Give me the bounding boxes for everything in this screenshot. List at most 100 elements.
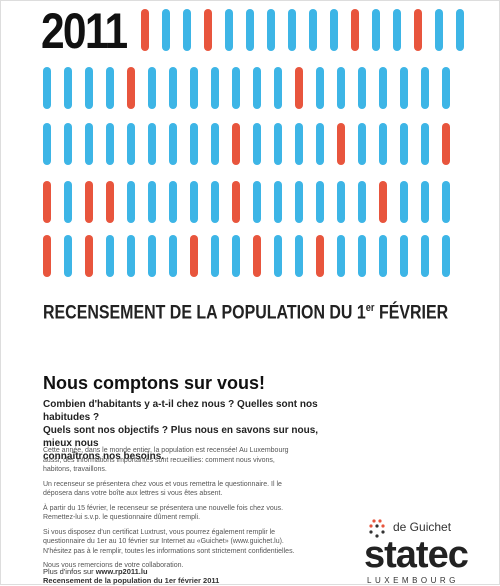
bar-shape	[295, 181, 303, 223]
bar-shape	[190, 67, 198, 109]
bar-shape	[253, 181, 261, 223]
bar-shape	[85, 123, 93, 165]
bar-shape	[127, 181, 135, 223]
bar-shape	[106, 235, 114, 277]
headline-sup: er	[365, 302, 375, 314]
paragraph: Si vous disposez d'un certificat Luxtrus…	[43, 528, 295, 555]
bar-shape	[295, 235, 303, 277]
footer: Plus d'infos sur www.rp2011.lu Recenseme…	[43, 567, 219, 585]
bar-shape	[421, 181, 429, 223]
bar-shape	[43, 123, 51, 165]
bar-shape	[400, 123, 408, 165]
paragraphs: Cette année, dans le monde entier, la po…	[43, 446, 305, 576]
bar-shape	[127, 235, 135, 277]
bar-shape	[148, 235, 156, 277]
bar-shape	[64, 123, 72, 165]
bar-shape	[442, 235, 450, 277]
info-url[interactable]: www.rp2011.lu	[95, 567, 148, 576]
bar-shape	[351, 9, 359, 51]
bar-shape	[379, 67, 387, 109]
bar-shape	[379, 181, 387, 223]
bar-shape	[358, 235, 366, 277]
bar-shape	[106, 67, 114, 109]
guichet-logo: de Guichet	[393, 520, 452, 534]
bar-shape	[211, 181, 219, 223]
headline-main: RECENSEMENT DE LA POPULATION DU 1	[43, 302, 366, 324]
bar-shape	[379, 235, 387, 277]
bar-shape	[204, 9, 212, 51]
bar-shape	[253, 235, 261, 277]
questions: Combien d'habitants y a-t-il chez nous ?…	[43, 398, 333, 463]
bar-shape	[400, 181, 408, 223]
bar-shape	[442, 181, 450, 223]
bar-shape	[190, 235, 198, 277]
call: Nous comptons sur vous!	[43, 373, 266, 393]
bar-shape	[169, 181, 177, 223]
bar-shape	[309, 9, 317, 51]
bar-shape	[358, 67, 366, 109]
question-line: Combien d'habitants y a-t-il chez nous ?…	[43, 399, 318, 423]
bar-shape	[456, 9, 464, 51]
bar-shape	[183, 9, 191, 51]
bar-shape	[358, 123, 366, 165]
headline-end: FÉVRIER	[378, 302, 449, 324]
paragraph: Cette année, dans le monde entier, la po…	[43, 447, 289, 473]
bar-shape	[85, 235, 93, 277]
bar-shape	[330, 9, 338, 51]
bar-shape	[316, 67, 324, 109]
bar-shape	[400, 235, 408, 277]
bar-shape	[211, 235, 219, 277]
bar-shape	[85, 67, 93, 109]
bar-shape	[232, 123, 240, 165]
bar-shape	[64, 235, 72, 277]
bar-shape	[169, 235, 177, 277]
bar-shape	[148, 67, 156, 109]
bar-shape	[64, 181, 72, 223]
bar-shape	[288, 9, 296, 51]
bar-shape	[148, 181, 156, 223]
paragraph: À partir du 15 février, le recenseur se …	[43, 504, 284, 522]
bar-shape	[316, 123, 324, 165]
bar-shape	[232, 67, 240, 109]
bar-shape	[400, 67, 408, 109]
bar-shape	[211, 123, 219, 165]
bar-shape	[127, 67, 135, 109]
bar-shape	[190, 181, 198, 223]
bar-shape	[337, 123, 345, 165]
bar-shape	[295, 123, 303, 165]
question-line: Quels sont nos objectifs ? Plus nous en …	[43, 425, 319, 449]
footer-caption: Recensement de la population du 1er févr…	[43, 576, 220, 585]
bar-shape	[106, 181, 114, 223]
bar-shape	[337, 235, 345, 277]
bar-shape	[435, 9, 443, 51]
bar-shape	[337, 181, 345, 223]
bar-shape	[316, 181, 324, 223]
bar-shape	[43, 67, 51, 109]
bar-shape	[358, 181, 366, 223]
bar-shape	[43, 235, 51, 277]
bar-shape	[421, 123, 429, 165]
bar-shape	[421, 67, 429, 109]
question-line: connaîtrons nos besoins.	[43, 451, 165, 462]
bar-shape	[232, 235, 240, 277]
paragraph: Un recenseur se présentera chez vous et …	[43, 480, 282, 498]
bar-shape	[106, 123, 114, 165]
headline: RECENSEMENT DE LA POPULATION DU 1er FÉVR…	[43, 302, 448, 324]
bar-shape	[442, 123, 450, 165]
statec-country: LUXEMBOURG	[367, 576, 459, 585]
bar-shape	[85, 181, 93, 223]
bar-shape	[393, 9, 401, 51]
bar-shape	[295, 67, 303, 109]
bar-shape	[274, 67, 282, 109]
bar-shape	[127, 123, 135, 165]
bar-shape	[162, 9, 170, 51]
bar-shape	[64, 67, 72, 109]
bar-shape	[253, 123, 261, 165]
bar-shape	[43, 181, 51, 223]
paragraph: Nous vous remercions de votre collaborat…	[43, 562, 184, 569]
bar-shape	[211, 67, 219, 109]
bar-shape	[190, 123, 198, 165]
bar-shape	[379, 123, 387, 165]
bar-shape	[225, 9, 233, 51]
